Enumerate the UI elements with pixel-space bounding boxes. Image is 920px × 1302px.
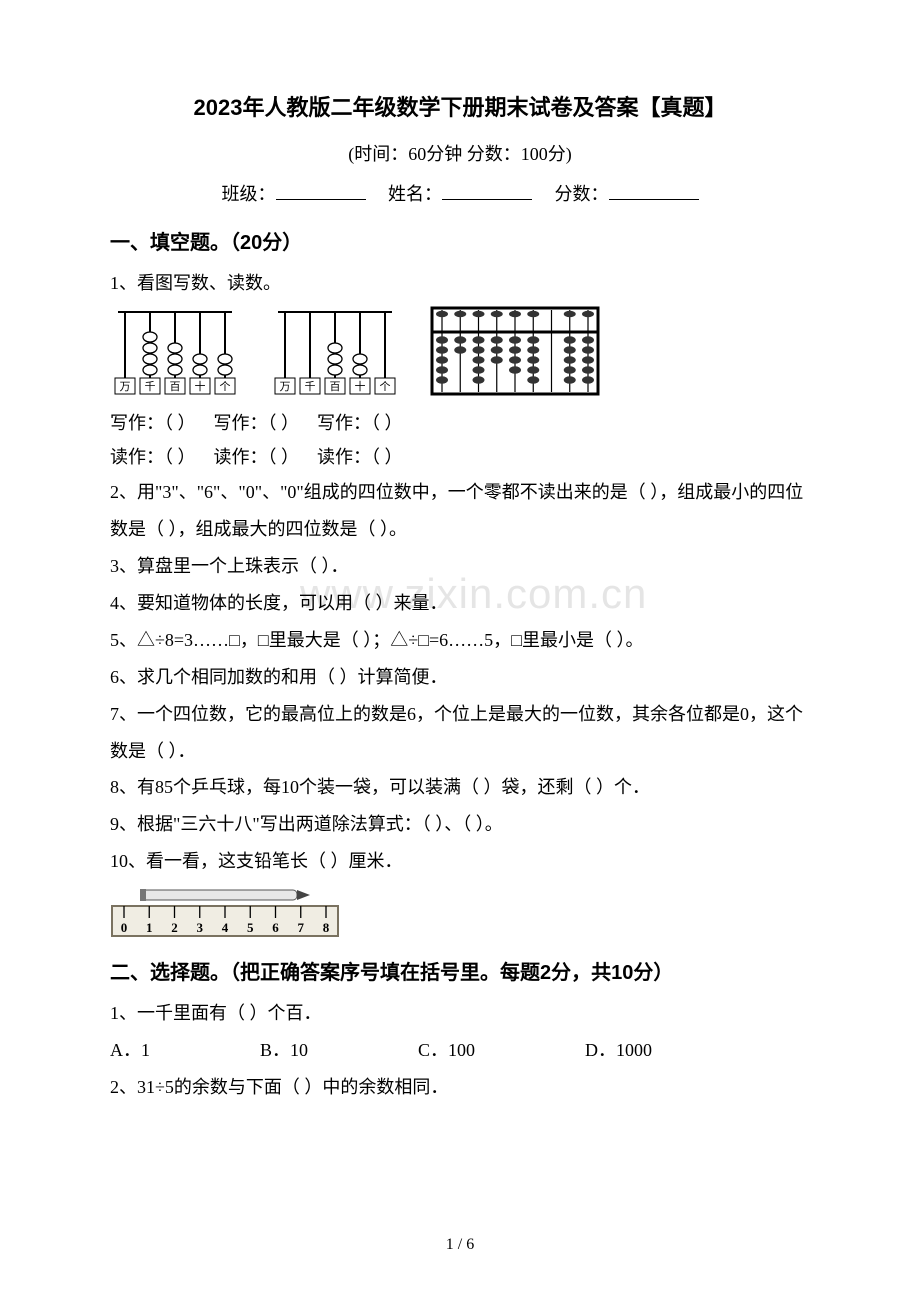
subtitle: (时间：60分钟 分数：100分) [110, 140, 810, 166]
svg-text:4: 4 [222, 920, 229, 935]
s2q2: 2、31÷5的余数与下面（ ）中的余数相同． [110, 1069, 810, 1106]
svg-text:1: 1 [146, 920, 153, 935]
abacus3-icon [430, 306, 600, 396]
abacus1-icon: 万千百十个 [110, 306, 240, 396]
write3: 写作：（ ） [317, 413, 403, 433]
svg-text:千: 千 [305, 380, 316, 393]
svg-text:3: 3 [197, 920, 204, 935]
blank-score[interactable] [609, 182, 699, 200]
label-class: 班级： [222, 184, 276, 204]
abacus-2: 万千百十个 [270, 306, 400, 400]
svg-text:万: 万 [280, 381, 291, 393]
q6: 6、求几个相同加数的和用（ ）计算简便． [110, 659, 810, 696]
svg-text:百: 百 [170, 381, 181, 393]
read3: 读作：（ ） [317, 447, 403, 467]
choice-c[interactable]: C．100 [418, 1032, 475, 1069]
label-score: 分数： [555, 184, 609, 204]
svg-text:个: 个 [380, 380, 391, 393]
q7: 7、一个四位数，它的最高位上的数是6，个位上是最大的一位数，其余各位都是0，这个… [110, 696, 810, 770]
q9: 9、根据"三六十八"写出两道除法算式：（ ）、（ ）。 [110, 806, 810, 843]
blank-class[interactable] [276, 182, 366, 200]
ruler-figure: 0 1 2 3 4 5 6 7 8 [110, 886, 810, 946]
blank-name[interactable] [442, 182, 532, 200]
svg-text:7: 7 [298, 920, 305, 935]
svg-text:0: 0 [121, 920, 128, 935]
svg-text:8: 8 [323, 920, 330, 935]
section1-header: 一、填空题。（20分） [110, 226, 810, 255]
choice-a[interactable]: A．1 [110, 1032, 150, 1069]
abacus2-icon: 万千百十个 [270, 306, 400, 396]
s2q1: 1、一千里面有（ ）个百． [110, 995, 810, 1032]
svg-text:万: 万 [120, 381, 131, 393]
q1: 1、看图写数、读数。 [110, 265, 810, 302]
ruler-icon: 0 1 2 3 4 5 6 7 8 [110, 886, 340, 941]
section2-header: 二、选择题。（把正确答案序号填在括号里。每题2分，共10分） [110, 956, 810, 985]
svg-text:6: 6 [272, 920, 279, 935]
read2: 读作：（ ） [214, 447, 300, 467]
choice-d[interactable]: D．1000 [585, 1032, 652, 1069]
q2: 2、用"3"、"6"、"0"、"0"组成的四位数中，一个零都不读出来的是（ ），… [110, 474, 810, 548]
write2: 写作：（ ） [214, 413, 300, 433]
q5: 5、△÷8=3……□，□里最大是（ ）；△÷□=6……5，□里最小是（ ）。 [110, 622, 810, 659]
page-title: 2023年人教版二年级数学下册期末试卷及答案【真题】 [110, 90, 810, 122]
svg-text:十: 十 [195, 379, 206, 393]
label-name: 姓名： [388, 184, 442, 204]
q4: 4、要知道物体的长度，可以用（ ）来量． [110, 585, 810, 622]
svg-text:5: 5 [247, 920, 254, 935]
svg-text:百: 百 [330, 381, 341, 393]
svg-text:2: 2 [171, 920, 178, 935]
svg-text:个: 个 [220, 380, 231, 393]
svg-text:十: 十 [355, 379, 366, 393]
q8: 8、有85个乒乓球，每10个装一袋，可以装满（ ）袋，还剩（ ）个． [110, 769, 810, 806]
write-read-row: 写作：（ ） 写作：（ ） 写作：（ ） [110, 406, 810, 440]
svg-text:千: 千 [145, 380, 156, 393]
read1: 读作：（ ） [110, 447, 196, 467]
q3: 3、算盘里一个上珠表示（ ）． [110, 548, 810, 585]
info-line: 班级： 姓名： 分数： [110, 180, 810, 206]
q10: 10、看一看，这支铅笔长（ ）厘米． [110, 843, 810, 880]
write1: 写作：（ ） [110, 413, 196, 433]
s2q1-choices: A．1 B．10 C．100 D．1000 [110, 1032, 810, 1069]
abacus-1: 万千百十个 [110, 306, 240, 400]
abacus-row: 万千百十个 万千百十个 [110, 306, 810, 400]
read-row: 读作：（ ） 读作：（ ） 读作：（ ） [110, 440, 810, 474]
choice-b[interactable]: B．10 [260, 1032, 308, 1069]
abacus-3 [430, 306, 600, 400]
page-footer: 1 / 6 [0, 1236, 920, 1254]
